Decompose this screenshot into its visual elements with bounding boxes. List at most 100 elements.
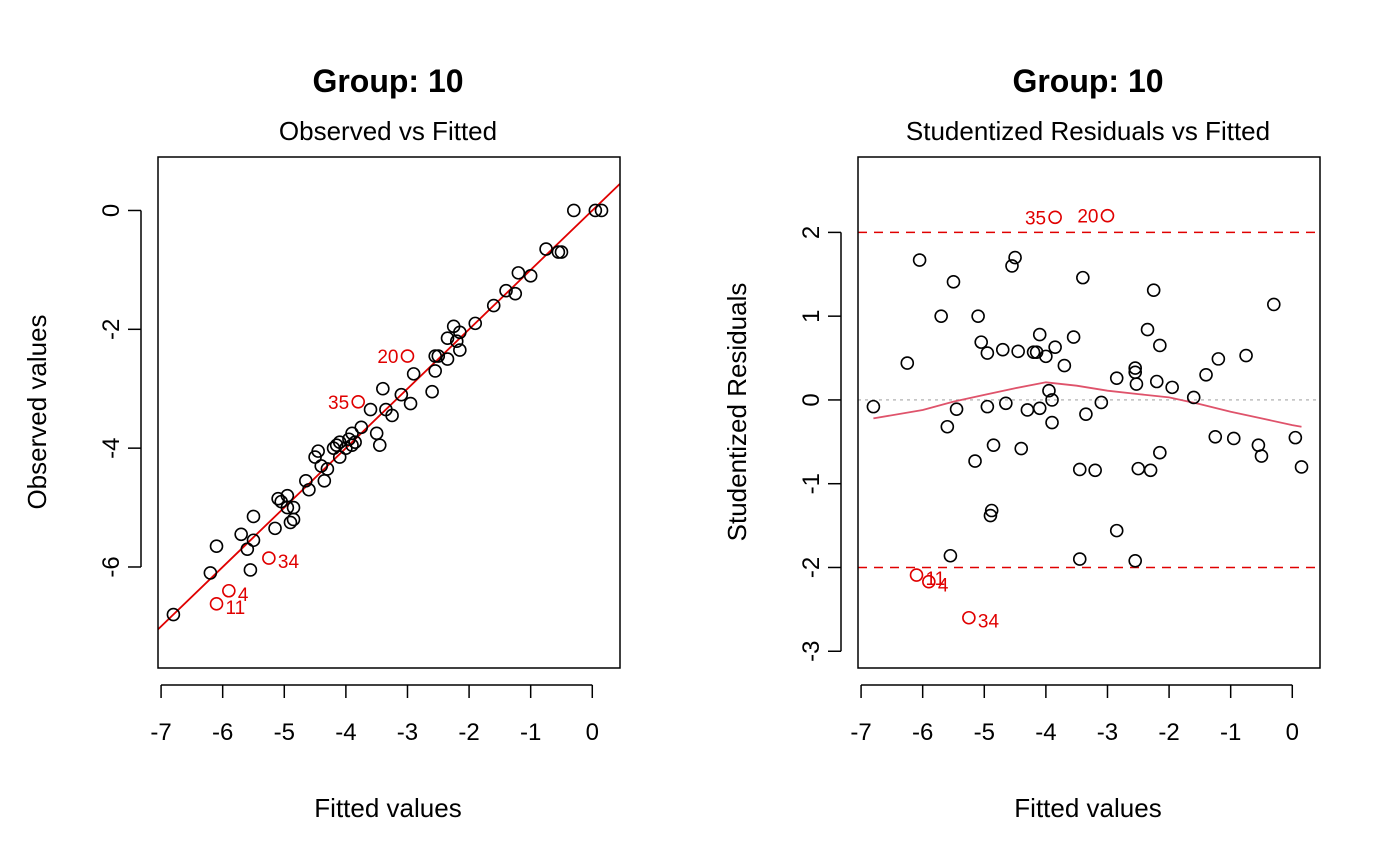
data-point bbox=[1153, 445, 1167, 460]
data-point bbox=[403, 396, 418, 411]
data-point bbox=[394, 387, 409, 402]
data-point bbox=[243, 563, 258, 577]
data-point bbox=[280, 500, 295, 515]
data-point bbox=[539, 242, 553, 256]
data-point bbox=[332, 450, 347, 464]
residuals-vs-fitted-panel: Group: 10 Studentized Residuals vs Fitte… bbox=[722, 63, 1321, 823]
data-point bbox=[440, 352, 455, 366]
data-point bbox=[588, 203, 603, 218]
plot-frame bbox=[857, 156, 1321, 669]
data-point bbox=[240, 542, 255, 556]
data-point bbox=[268, 521, 282, 536]
data-point bbox=[1088, 463, 1102, 478]
data-point bbox=[986, 438, 1001, 452]
x-tick-label: -3 bbox=[397, 719, 418, 746]
data-point bbox=[974, 335, 989, 349]
data-point bbox=[949, 402, 964, 416]
data-point bbox=[1128, 553, 1142, 568]
data-point bbox=[508, 286, 523, 301]
outlier-point bbox=[909, 568, 924, 582]
chart-subtitle-left: Observed vs Fitted bbox=[279, 116, 497, 146]
data-point bbox=[1011, 344, 1025, 359]
data-point bbox=[1014, 441, 1029, 456]
data-point bbox=[302, 482, 316, 497]
data-point bbox=[554, 245, 569, 259]
data-point bbox=[1048, 340, 1062, 354]
data-point bbox=[372, 438, 387, 452]
x-tick-label: -4 bbox=[335, 719, 356, 746]
y-tick-label: -3 bbox=[798, 641, 825, 662]
data-point bbox=[453, 343, 467, 357]
data-point bbox=[271, 491, 285, 506]
x-tick-label: -6 bbox=[912, 719, 933, 746]
data-point bbox=[980, 399, 995, 414]
x-tick-label: -7 bbox=[150, 719, 171, 746]
outlier-point bbox=[351, 395, 366, 409]
data-point bbox=[369, 426, 384, 441]
data-point bbox=[1109, 371, 1124, 385]
data-point bbox=[866, 399, 881, 414]
y-tick-label: -4 bbox=[98, 437, 125, 458]
data-point bbox=[376, 381, 390, 396]
data-point bbox=[1165, 380, 1179, 395]
data-point bbox=[940, 419, 955, 434]
data-point bbox=[385, 408, 399, 423]
data-point bbox=[1211, 352, 1226, 366]
data-point bbox=[984, 503, 999, 518]
fit-line bbox=[158, 183, 620, 631]
data-point bbox=[1045, 393, 1059, 407]
x-tick-label: -5 bbox=[974, 719, 995, 746]
plot-frame bbox=[157, 156, 621, 669]
data-point bbox=[1109, 523, 1124, 538]
data-point bbox=[968, 454, 982, 468]
data-point bbox=[234, 527, 248, 542]
outlier-label: 11 bbox=[926, 569, 946, 590]
data-point bbox=[299, 474, 313, 488]
data-point bbox=[1032, 327, 1047, 342]
data-point bbox=[1079, 407, 1093, 421]
x-tick-label: 0 bbox=[586, 719, 599, 746]
data-point bbox=[1094, 395, 1109, 410]
x-tick-label: -2 bbox=[1158, 719, 1179, 746]
data-point bbox=[468, 316, 483, 331]
x-tick-label: -5 bbox=[274, 719, 295, 746]
x-axis-label-left: Fitted values bbox=[314, 793, 461, 823]
data-point bbox=[209, 539, 224, 553]
data-point bbox=[1005, 259, 1019, 273]
data-point bbox=[320, 462, 335, 476]
data-point bbox=[1072, 552, 1087, 566]
data-point bbox=[980, 346, 995, 360]
data-point bbox=[1076, 270, 1090, 285]
data-point bbox=[1131, 461, 1146, 476]
data-point bbox=[1066, 330, 1081, 344]
x-axis-label-right: Fitted values bbox=[1014, 793, 1161, 823]
data-point bbox=[499, 283, 513, 298]
data-point bbox=[1288, 430, 1303, 445]
outlier-label: 34 bbox=[278, 552, 300, 573]
data-point bbox=[1032, 401, 1047, 416]
x-tick-label: -2 bbox=[458, 719, 479, 746]
chart-subtitle-right: Studentized Residuals vs Fitted bbox=[906, 116, 1270, 146]
data-point bbox=[1129, 377, 1144, 391]
outlier-point bbox=[209, 597, 224, 611]
data-point bbox=[999, 396, 1013, 411]
data-point bbox=[1294, 460, 1309, 474]
data-point bbox=[449, 334, 464, 348]
outlier-point bbox=[222, 583, 236, 598]
outlier-point bbox=[1100, 208, 1115, 223]
y-tick-label: -1 bbox=[798, 473, 825, 494]
data-point bbox=[912, 253, 927, 267]
data-point bbox=[440, 331, 455, 346]
x-tick-label: -4 bbox=[1035, 719, 1056, 746]
data-point bbox=[1128, 361, 1142, 375]
y-tick-label: -2 bbox=[98, 319, 125, 340]
x-tick-label: -3 bbox=[1097, 719, 1118, 746]
data-point bbox=[1153, 338, 1167, 353]
data-point bbox=[1199, 368, 1213, 382]
data-point bbox=[363, 402, 378, 417]
outlier-label: 34 bbox=[978, 612, 1000, 633]
data-point bbox=[431, 349, 446, 363]
data-point bbox=[286, 512, 301, 527]
data-point bbox=[1008, 250, 1022, 265]
data-point bbox=[1186, 390, 1201, 405]
